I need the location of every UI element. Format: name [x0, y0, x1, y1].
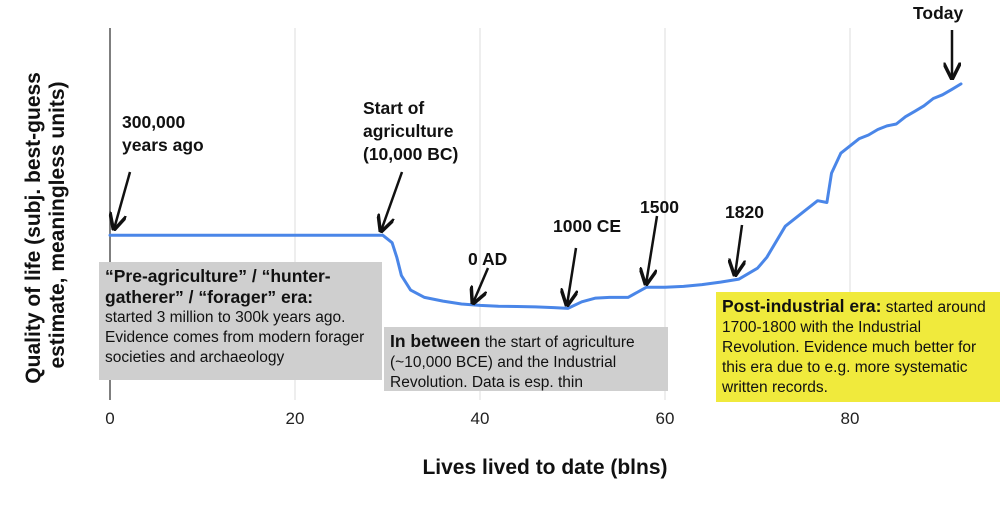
era-box-in-between-title: In between: [390, 331, 481, 351]
annotation-arrow: [473, 267, 490, 303]
era-box-post-industrial: Post-industrial era: started around 1700…: [716, 292, 1000, 402]
era-box-post-industrial-text: started around 1700-1800 with the Indust…: [722, 299, 986, 396]
annotation-arrow: [735, 224, 742, 275]
era-box-pre-agriculture: “Pre-agriculture” / “hunter-gatherer” / …: [99, 262, 382, 380]
annotation-label: 1820: [725, 202, 764, 222]
annotation-label: 1000 CE: [553, 216, 621, 236]
annotation-label: Start of agriculture (10,000 BC): [363, 98, 458, 164]
annotation-label: 300,000 years ago: [122, 112, 204, 155]
annotation-arrow: [646, 215, 659, 284]
annotation-arrow: [114, 171, 132, 229]
annotation-arrow: [381, 171, 404, 231]
x-axis-label: Lives lived to date (blns): [422, 456, 667, 479]
annotation-arrow: [567, 247, 576, 305]
x-tick-label: 0: [105, 409, 114, 428]
annotation-label: Today: [913, 3, 964, 23]
y-axis-label-line-1: Quality of life (subj. best-guess: [22, 72, 45, 384]
era-box-post-industrial-title: Post-industrial era:: [722, 296, 882, 316]
x-tick-labels: 0 20 40 60 80: [105, 409, 859, 428]
annotations: 300,000 years ago Start of agriculture (10,0…: [114, 3, 964, 305]
annotation-label: 1500: [640, 197, 679, 217]
x-tick-label: 40: [471, 409, 490, 428]
y-axis-label-line-2: estimate, meaningless units): [46, 81, 69, 368]
quality-of-life-line: [108, 82, 963, 310]
era-box-in-between: In between the start of agriculture (~10…: [384, 327, 668, 391]
x-tick-label: 80: [841, 409, 860, 428]
y-axis-label: Quality of life (subj. best-guess estima…: [22, 66, 69, 383]
era-box-pre-agriculture-title: “Pre-agriculture” / “hunter-gatherer” / …: [105, 266, 331, 307]
annotation-label: 0 AD: [468, 249, 507, 269]
x-tick-label: 20: [286, 409, 305, 428]
x-tick-label: 60: [656, 409, 675, 428]
era-box-pre-agriculture-text: started 3 million to 300k years ago. Evi…: [105, 309, 365, 366]
era-box-in-between-text: the start of agriculture (~10,000 BCE) a…: [390, 334, 635, 391]
